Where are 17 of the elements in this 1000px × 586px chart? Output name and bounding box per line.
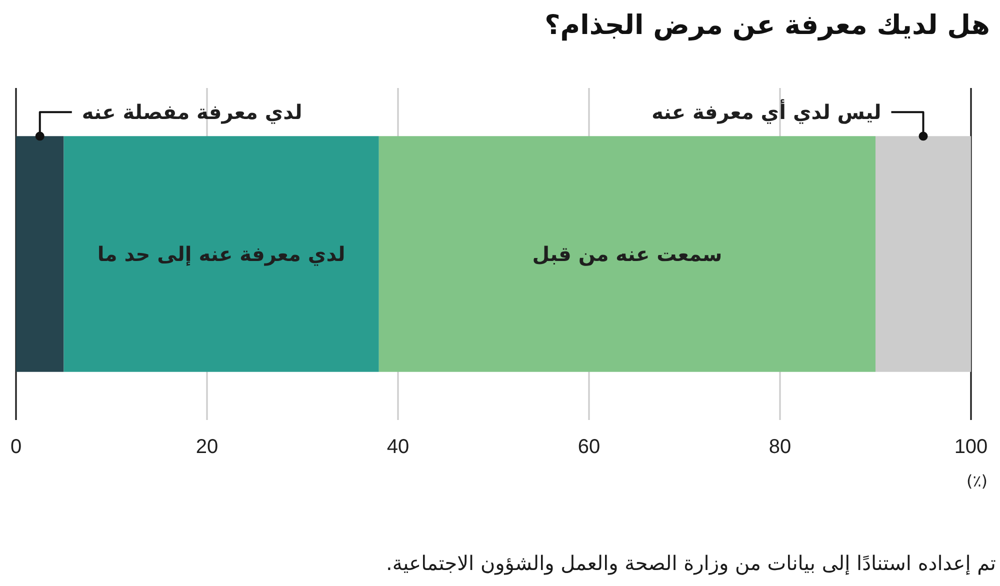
x-tick-label: 0 <box>10 436 22 458</box>
x-tick-label: 80 <box>768 436 792 458</box>
bar <box>378 136 876 372</box>
series-label: لدي معرفة عنه إلى حد ما <box>97 242 346 266</box>
series-label: ليس لدي أي معرفة عنه <box>652 99 882 124</box>
x-axis-title: (٪) <box>966 472 988 490</box>
bar <box>16 136 64 372</box>
x-tick-label: 40 <box>386 436 410 458</box>
text: تم إعداده استنادًا إلى بيانات من وزارة الصحة والعمل والشؤون الاجتماعية. <box>385 550 996 577</box>
x-tick-label: 20 <box>196 436 218 458</box>
series-label: لدي معرفة مفصلة عنه <box>82 100 302 124</box>
bar <box>64 136 379 372</box>
bar <box>876 136 971 372</box>
chart-title: هل لديك معرفة عن مرض الجذام؟ <box>544 10 990 41</box>
x-tick-label: 100 <box>954 436 988 458</box>
x-tick-label: 60 <box>578 436 600 458</box>
series-label: سمعت عنه من قبل <box>532 242 722 266</box>
